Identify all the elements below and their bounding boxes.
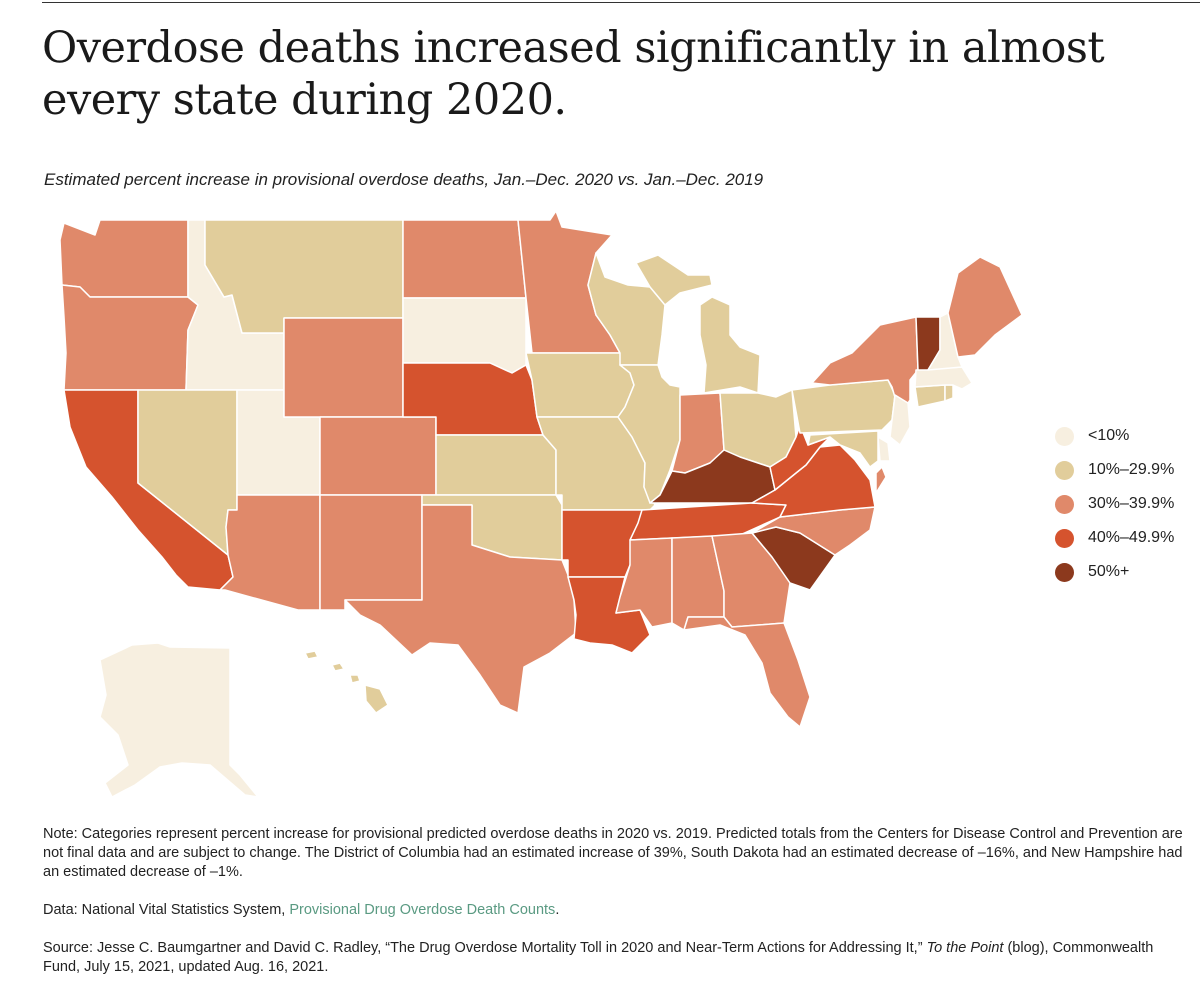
- source-credit: Source: Jesse C. Baumgartner and David C…: [43, 939, 1193, 977]
- state-ny: [811, 316, 919, 416]
- state-pa: [791, 379, 896, 434]
- legend-label-50plus: 50%+: [1088, 563, 1130, 580]
- state-or: [61, 284, 199, 391]
- legend-swatch-50plus: [1055, 562, 1074, 582]
- state-nm: [319, 494, 423, 611]
- map-subtitle: Estimated percent increase in provisiona…: [44, 170, 764, 189]
- state-az: [219, 494, 321, 611]
- legend-item-lt10: <10%: [1055, 425, 1174, 447]
- state-md: [807, 430, 879, 468]
- legend-label-10-29: 10%–29.9%: [1088, 461, 1175, 478]
- legend-label-30-39: 30%–39.9%: [1088, 495, 1175, 512]
- legend-swatch-10-29: [1055, 460, 1074, 480]
- state-ri: [944, 384, 954, 402]
- source-publication: To the Point: [926, 940, 1004, 956]
- state-co: [319, 416, 437, 496]
- state-tx: [344, 504, 577, 714]
- state-ks: [435, 434, 557, 496]
- state-wy: [283, 317, 404, 418]
- footnotes: Note: Categories represent percent incre…: [43, 825, 1193, 996]
- us-choropleth-map: [59, 210, 1023, 798]
- top-rule: [42, 2, 1200, 3]
- legend-label-40-49: 40%–49.9%: [1088, 529, 1175, 546]
- legend-swatch-lt10: [1055, 426, 1074, 446]
- state-nj: [889, 394, 911, 446]
- state-sd: [402, 297, 527, 374]
- source-suffix: (blog), Commonwealth Fund, July 15, 2021…: [43, 940, 1154, 975]
- state-ak: [99, 642, 259, 798]
- map-legend: <10% 10%–29.9% 30%–39.9% 40%–49.9% 50%+: [1055, 425, 1174, 595]
- state-ct: [914, 384, 946, 408]
- legend-swatch-40-49: [1055, 528, 1074, 548]
- legend-item-50plus: 50%+: [1055, 561, 1174, 583]
- state-fl: [683, 616, 811, 728]
- data-source-link[interactable]: Provisional Drug Overdose Death Counts: [289, 902, 556, 918]
- state-hi: [304, 650, 389, 714]
- state-me: [947, 256, 1023, 358]
- source-prefix: Source: Jesse C. Baumgartner and David C…: [43, 940, 927, 956]
- state-ma: [914, 366, 973, 390]
- state-de: [877, 436, 891, 462]
- legend-swatch-30-39: [1055, 494, 1074, 514]
- state-dc: [875, 466, 887, 494]
- legend-item-40-49: 40%–49.9%: [1055, 527, 1174, 549]
- state-nd: [402, 219, 527, 299]
- state-mi: [635, 254, 761, 394]
- state-wa: [59, 219, 189, 298]
- legend-label-lt10: <10%: [1088, 427, 1130, 444]
- legend-item-10-29: 10%–29.9%: [1055, 459, 1174, 481]
- legend-item-30-39: 30%–39.9%: [1055, 493, 1174, 515]
- note-text: Note: Categories represent percent incre…: [43, 826, 1183, 880]
- data-credit: Data: National Vital Statistics System, …: [43, 901, 1193, 920]
- page-title: Overdose deaths increased significantly …: [42, 23, 1105, 125]
- data-credit-prefix: Data: National Vital Statistics System,: [43, 902, 290, 918]
- data-credit-suffix: .: [555, 902, 560, 918]
- state-ia: [525, 352, 635, 418]
